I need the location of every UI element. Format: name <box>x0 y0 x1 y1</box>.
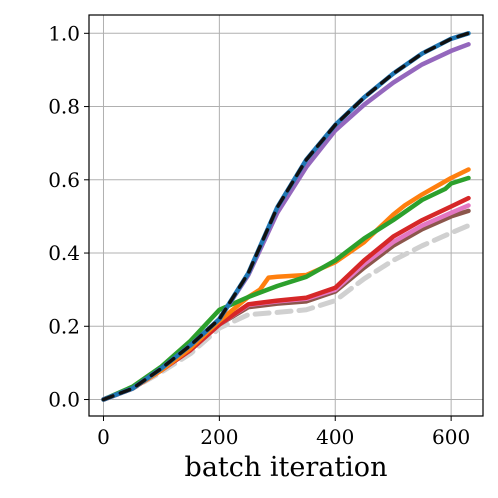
grid <box>89 15 483 416</box>
x-tick-label: 0 <box>97 425 110 449</box>
y-tick-label: 0.2 <box>48 314 80 338</box>
y-tick-label: 0.0 <box>48 388 80 412</box>
x-axis-title: batch iteration <box>185 452 388 483</box>
y-tick-label: 0.8 <box>48 95 80 119</box>
x-tick-label: 200 <box>200 425 238 449</box>
y-tick-label: 0.6 <box>48 168 80 192</box>
y-tick-label: 0.4 <box>48 241 80 265</box>
series-line-8 <box>101 31 471 402</box>
series-line-6 <box>101 175 471 402</box>
series-group <box>101 31 471 402</box>
y-tick-label: 1.0 <box>48 21 80 45</box>
x-tick-label: 600 <box>432 425 470 449</box>
axis-ticks: 0 200 400 600 0.0 0.2 0.4 0.6 0.8 1.0 <box>48 21 470 449</box>
x-tick-label: 400 <box>316 425 354 449</box>
series-line-7 <box>101 42 471 402</box>
series-line-9 <box>101 31 471 402</box>
plot-frame <box>88 14 484 417</box>
